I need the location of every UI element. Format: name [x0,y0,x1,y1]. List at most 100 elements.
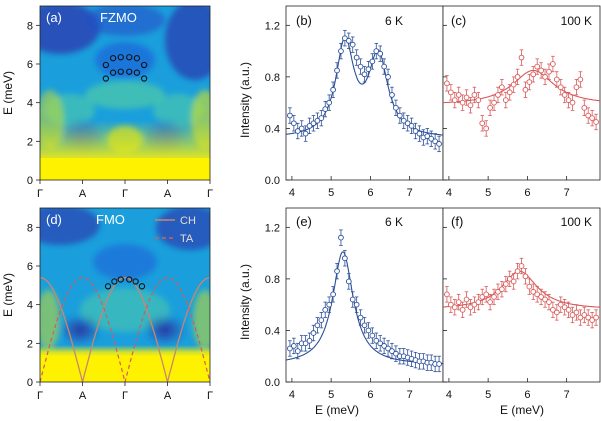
panel-c-point-23 [534,63,541,70]
heat-a-marker-lower-4 [133,69,141,76]
heat-a-ytick-label-2: 4 [27,98,33,110]
panel-e-point-18 [357,314,364,321]
heat-a-marker-upper-4 [133,55,141,62]
panel-c-point-38 [593,119,599,125]
panel-e-point-14 [342,255,348,262]
panel-b-point-10 [326,99,333,106]
panel-c-point-22 [530,71,537,78]
panel-b-point-32 [412,128,419,134]
heat-d-ytick-label-2: 4 [27,300,33,312]
panel-e-point-25 [385,345,391,352]
panel-f-frame [442,207,601,383]
panel-f-point-12 [491,294,497,300]
panel-f-point-28 [553,309,560,316]
panel-e-point-20 [365,327,372,334]
panel-f-point-26 [546,299,552,305]
panel-b-point-6 [310,120,317,127]
panel-d-title: FMO [96,212,125,227]
heat-a-marker-upper-0 [102,61,110,69]
panel-f-point-6 [467,304,474,311]
panel-b-point-0 [287,112,293,119]
panel-f-xtick-label-1: 5 [485,389,491,401]
panel-b-point-28 [396,112,403,119]
dispersion-ta-curve [40,276,210,382]
panel-e-xtick-label-3: 7 [407,389,413,401]
panel-c-annotation: 100 K [561,14,592,28]
panel-e-frame [285,207,444,383]
heat-a-ytick-label-3: 6 [27,59,33,71]
panel-e: 4 5 6 7 0.0 0.4 0.8 1.2 [265,207,444,401]
heat-a-xtick-label-0: Γ [37,188,43,200]
panel-c-point-25 [542,74,548,80]
heat-a-ytick-label-1: 2 [27,136,33,148]
panel-e-xtick-label-0: 4 [289,389,295,401]
panel-c-point-18 [514,74,521,80]
panel-b-point-2 [294,128,301,134]
panel-b-point-27 [393,104,399,111]
heat-a-xtick-label-1: A [79,188,87,200]
panel-f-point-5 [463,296,470,303]
panel-b-point-37 [432,138,439,145]
panel-c-point-7 [471,92,478,98]
panel-e-point-19 [361,322,368,329]
panel-b-point-17 [353,54,360,61]
panel-d: (d) FMO CH TA 0 2 4 6 8 Γ A Γ A Γ [27,207,213,402]
panel-f-point-16 [506,276,513,282]
heatmap-d-legend: CH TA [155,215,196,245]
panel-f: 4 5 6 7 [442,207,601,401]
panel-f-point-23 [534,291,541,298]
heatmap-d-axes: 0 2 4 6 8 Γ A Γ A Γ [27,222,213,402]
heat-a-xtick-label-3: A [164,188,172,200]
heat-d-ytick-label-3: 6 [27,261,33,273]
heatmap-d-image [40,208,210,382]
panel-f-point-0 [444,291,450,298]
panel-f-point-2 [451,304,458,311]
panel-b-point-13 [338,48,344,54]
panel-c-xtick-label-2: 6 [524,187,530,199]
heat-d-marker-upper-4 [132,278,139,285]
panel-c-point-11 [487,104,493,111]
panel-c-point-24 [538,67,544,74]
panel-c-point-2 [451,97,458,103]
panel-e-point-0 [287,345,293,352]
panel-c-point-36 [585,112,592,119]
panel-b-xtick-label-0: 4 [289,187,295,199]
panel-e-point-15 [345,278,352,285]
panel-b-point-9 [322,106,329,112]
panel-f-point-1 [448,301,454,308]
panel-c-point-33 [573,84,580,91]
panel-d-label: (d) [46,212,62,227]
panel-b-point-25 [385,74,391,80]
panel-b-point-7 [314,117,321,124]
heatmap-a-markers [102,54,148,82]
panel-b-point-38 [436,141,442,147]
heatmap-d-markers [104,276,146,290]
panel-f-point-15 [502,281,509,287]
panel-b-point-4 [302,130,309,137]
dispersion-ch-curve [40,276,210,382]
panel-b-ytick-label-0: 0.0 [265,175,280,187]
heat-a-marker-upper-1 [109,55,117,62]
panel-e-label: (e) [296,214,312,229]
heatmap-a-ylabel: E (meV) [1,71,15,115]
panel-b-point-5 [306,123,313,129]
heat-d-xtick-label-3: A [164,390,172,402]
panel-b-ytick-label-2: 0.8 [265,72,280,84]
heat-d-marker-upper-0 [104,283,112,290]
heat-d-marker-upper-1 [111,278,118,285]
heat-d-marker-upper-5 [138,283,146,290]
legend-ch-label: CH [180,215,196,227]
panel-f-point-8 [475,299,482,305]
panel-c-point-15 [502,97,509,103]
panel-c-point-13 [495,92,501,98]
panel-e-point-4 [302,340,309,347]
panel-f-point-17 [510,278,517,285]
panel-e-ytick-label-3: 1.2 [265,222,280,234]
panel-c-point-19 [518,54,525,61]
panel-b-label: (b) [296,13,312,28]
heat-d-xtick-label-1: A [79,390,87,402]
heat-a-xtick-label-2: Γ [122,188,128,200]
panel-b-point-30 [404,120,411,127]
panel-e-point-22 [373,337,380,344]
panel-c-point-31 [565,97,572,103]
